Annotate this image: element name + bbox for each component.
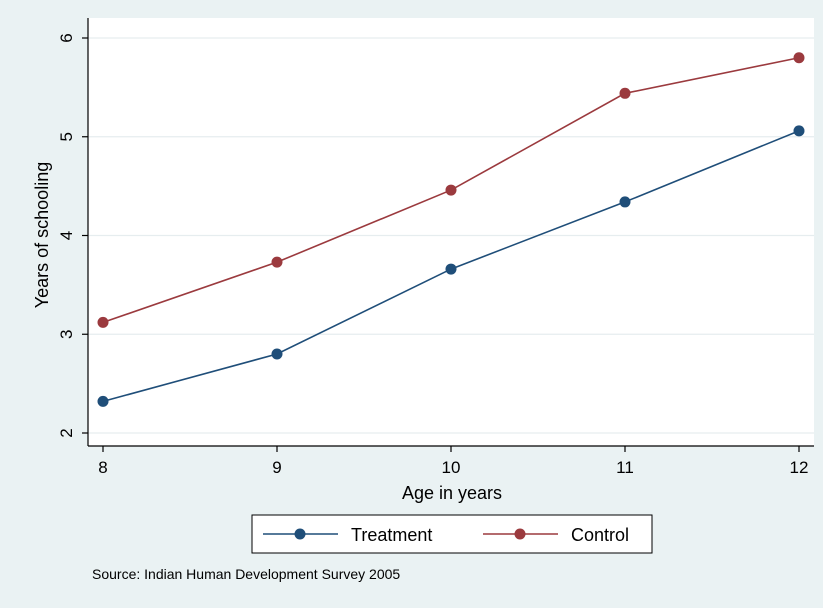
data-point-control [619,87,631,99]
data-point-control [793,52,805,64]
y-tick-label: 4 [57,231,76,240]
data-point-treatment [619,196,631,208]
data-point-control [271,256,283,268]
data-point-control [445,184,457,196]
y-axis-ticks: 2 3 4 5 6 [57,33,88,438]
data-point-treatment [97,395,109,407]
y-axis-title: Years of schooling [32,162,52,308]
legend-label-control: Control [571,525,629,545]
y-tick-label: 5 [57,132,76,141]
x-tick-label: 10 [442,458,461,477]
source-note: Source: Indian Human Development Survey … [92,566,400,582]
x-tick-label: 8 [98,458,107,477]
legend-swatch-treatment-marker [294,528,306,540]
y-tick-label: 6 [57,33,76,42]
x-tick-label: 11 [616,458,634,477]
data-point-treatment [271,348,283,360]
x-tick-label: 9 [272,458,281,477]
x-tick-label: 12 [790,458,809,477]
y-tick-label: 3 [57,330,76,339]
legend-swatch-control-marker [514,528,526,540]
data-point-treatment [793,125,805,137]
gridlines [88,37,814,434]
y-tick-label: 2 [57,428,76,437]
series-group [97,52,805,407]
plot-area [88,18,814,446]
legend-label-treatment: Treatment [351,525,432,545]
data-point-treatment [445,263,457,275]
legend: Treatment Control [251,514,653,554]
x-axis-ticks: 8 9 10 11 12 [98,446,808,477]
x-axis-title: Age in years [402,483,502,503]
data-point-control [97,316,109,328]
